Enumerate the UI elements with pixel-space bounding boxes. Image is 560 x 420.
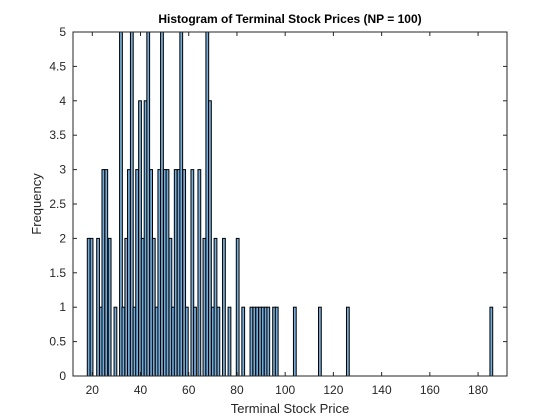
histogram-bar xyxy=(255,306,260,377)
y-tick-label: 3.5 xyxy=(49,128,66,142)
chart-title: Histogram of Terminal Stock Prices (NP =… xyxy=(158,12,421,26)
histogram-bar xyxy=(121,306,126,377)
histogram-bar xyxy=(86,237,91,377)
histogram-bar xyxy=(127,169,131,377)
histogram-bar xyxy=(292,306,297,377)
y-tick-label: 4.5 xyxy=(49,59,66,73)
histogram-bar xyxy=(89,237,94,377)
x-tick-label: 80 xyxy=(230,383,244,397)
plot-box xyxy=(72,31,508,377)
histogram-bar xyxy=(241,306,246,377)
y-ticks-group: 0 0.5 1 1.5 2 2.5 3 3.5 4 4.5 5 xyxy=(49,25,507,383)
histogram-bar xyxy=(252,306,257,377)
histogram-bar xyxy=(274,306,279,377)
histogram-bar xyxy=(208,100,212,377)
histogram-bar xyxy=(135,169,140,377)
x-tick-label: 40 xyxy=(134,383,148,397)
y-tick-label: 0.5 xyxy=(49,335,66,349)
histogram-bar xyxy=(197,169,202,377)
histogram-bar xyxy=(107,237,112,377)
histogram-bar xyxy=(184,306,189,377)
histogram-bar xyxy=(249,306,254,377)
y-tick-label: 4 xyxy=(59,94,66,108)
x-tick-label: 20 xyxy=(86,383,100,397)
histogram-bar xyxy=(165,169,170,377)
histogram-bar xyxy=(216,306,221,377)
y-tick-label: 2.5 xyxy=(49,197,66,211)
histogram-bar xyxy=(96,237,100,377)
y-tick-label: 1.5 xyxy=(49,266,66,280)
histogram-bar xyxy=(173,169,178,377)
histogram-bar xyxy=(260,306,265,377)
y-tick-label: 1 xyxy=(59,300,66,314)
x-axis-label: Terminal Stock Price xyxy=(231,401,349,416)
histogram-bar xyxy=(151,237,156,377)
x-tick-label: 100 xyxy=(275,383,295,397)
y-axis-label: Frequency xyxy=(29,173,44,235)
histogram-bar xyxy=(140,237,145,377)
x-tick-label: 120 xyxy=(323,383,343,397)
histogram-bar xyxy=(318,306,322,377)
histogram-bar xyxy=(179,31,184,377)
histogram-bar xyxy=(113,306,118,377)
x-tick-label: 160 xyxy=(420,383,440,397)
y-tick-label: 2 xyxy=(59,231,66,245)
y-tick-label: 3 xyxy=(59,163,66,177)
y-tick-label: 5 xyxy=(59,25,66,39)
x-tick-label: 140 xyxy=(372,383,392,397)
histogram-bar xyxy=(213,237,218,377)
x-ticks-group: 20 40 60 80 100 120 140 160 180 xyxy=(86,32,488,397)
histogram-bar xyxy=(235,237,240,377)
histogram-bar xyxy=(202,237,207,377)
histogram-bar xyxy=(227,306,232,377)
histogram-bar xyxy=(222,237,226,377)
histogram-bar xyxy=(345,306,350,377)
histogram-bar xyxy=(104,169,109,377)
x-tick-label: 180 xyxy=(468,383,488,397)
histogram-bar xyxy=(160,31,164,377)
histogram-bar xyxy=(489,306,494,377)
histogram-bar xyxy=(266,306,271,377)
y-tick-label: 0 xyxy=(59,369,66,383)
histogram-bar xyxy=(193,306,197,377)
histogram-bar xyxy=(101,169,106,377)
x-tick-label: 60 xyxy=(182,383,196,397)
histogram-bar xyxy=(146,31,151,377)
